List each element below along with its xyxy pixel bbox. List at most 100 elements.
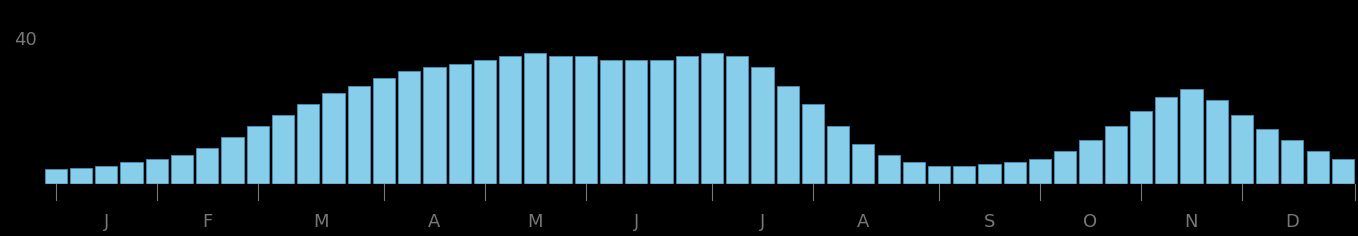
- Bar: [297, 184, 319, 205]
- Bar: [221, 137, 243, 184]
- Bar: [398, 71, 420, 184]
- Bar: [777, 86, 799, 184]
- Bar: [1332, 159, 1354, 184]
- Bar: [827, 184, 849, 205]
- Bar: [1156, 97, 1177, 184]
- Bar: [928, 184, 951, 205]
- Bar: [71, 168, 92, 184]
- Text: N: N: [1184, 213, 1198, 231]
- Bar: [247, 126, 269, 184]
- Bar: [448, 184, 471, 205]
- Text: M: M: [528, 213, 543, 231]
- Bar: [1080, 140, 1101, 184]
- Bar: [1130, 111, 1152, 184]
- Bar: [1306, 184, 1328, 205]
- Bar: [1230, 115, 1253, 184]
- Bar: [1004, 162, 1025, 184]
- Bar: [45, 169, 67, 184]
- Text: S: S: [985, 213, 995, 231]
- Bar: [322, 93, 345, 184]
- Bar: [1156, 184, 1177, 205]
- Bar: [196, 148, 219, 184]
- Bar: [727, 184, 748, 205]
- Bar: [1104, 126, 1127, 184]
- Bar: [71, 184, 92, 205]
- Bar: [524, 53, 546, 184]
- Bar: [348, 184, 369, 205]
- Bar: [574, 184, 598, 205]
- Bar: [853, 184, 875, 205]
- Bar: [979, 164, 1001, 184]
- Bar: [751, 184, 774, 205]
- Bar: [1004, 184, 1025, 205]
- Bar: [424, 67, 445, 184]
- Bar: [424, 184, 445, 205]
- Bar: [524, 184, 546, 205]
- Bar: [373, 78, 395, 184]
- Text: J: J: [760, 213, 765, 231]
- Bar: [95, 184, 117, 205]
- Bar: [600, 184, 622, 205]
- Text: O: O: [1084, 213, 1097, 231]
- Bar: [145, 159, 168, 184]
- Bar: [1104, 184, 1127, 205]
- Bar: [272, 184, 295, 205]
- Bar: [903, 162, 925, 184]
- Bar: [448, 64, 471, 184]
- Bar: [348, 86, 369, 184]
- Bar: [928, 166, 951, 184]
- Bar: [474, 184, 496, 205]
- Bar: [1054, 151, 1077, 184]
- Bar: [1180, 89, 1203, 184]
- Bar: [45, 184, 67, 205]
- Bar: [373, 184, 395, 205]
- Bar: [1206, 100, 1228, 184]
- Bar: [1029, 184, 1051, 205]
- Bar: [1130, 184, 1152, 205]
- Bar: [1029, 159, 1051, 184]
- Bar: [625, 184, 648, 205]
- Bar: [903, 184, 925, 205]
- Bar: [751, 67, 774, 184]
- Bar: [1256, 184, 1278, 205]
- Bar: [1306, 151, 1328, 184]
- Bar: [171, 184, 193, 205]
- Bar: [877, 184, 900, 205]
- Bar: [1230, 184, 1253, 205]
- Bar: [1332, 184, 1354, 205]
- Bar: [121, 162, 143, 184]
- Bar: [272, 115, 295, 184]
- Bar: [953, 166, 975, 184]
- Text: J: J: [634, 213, 638, 231]
- Bar: [1282, 140, 1304, 184]
- Bar: [550, 56, 572, 184]
- Text: D: D: [1286, 213, 1300, 231]
- Text: F: F: [202, 213, 212, 231]
- Bar: [196, 184, 219, 205]
- Text: A: A: [428, 213, 440, 231]
- Bar: [650, 60, 672, 184]
- Bar: [827, 126, 849, 184]
- Bar: [498, 56, 521, 184]
- Bar: [1282, 184, 1304, 205]
- Bar: [701, 184, 722, 205]
- Text: A: A: [857, 213, 869, 231]
- Bar: [1080, 184, 1101, 205]
- Bar: [297, 104, 319, 184]
- Bar: [953, 184, 975, 205]
- Bar: [1180, 184, 1203, 205]
- Bar: [145, 184, 168, 205]
- Text: M: M: [314, 213, 329, 231]
- Bar: [221, 184, 243, 205]
- Bar: [474, 60, 496, 184]
- Bar: [247, 184, 269, 205]
- Bar: [1206, 184, 1228, 205]
- Bar: [801, 184, 824, 205]
- Bar: [676, 184, 698, 205]
- Bar: [625, 60, 648, 184]
- Bar: [801, 104, 824, 184]
- Bar: [498, 184, 521, 205]
- Bar: [1256, 129, 1278, 184]
- Bar: [650, 184, 672, 205]
- Bar: [95, 166, 117, 184]
